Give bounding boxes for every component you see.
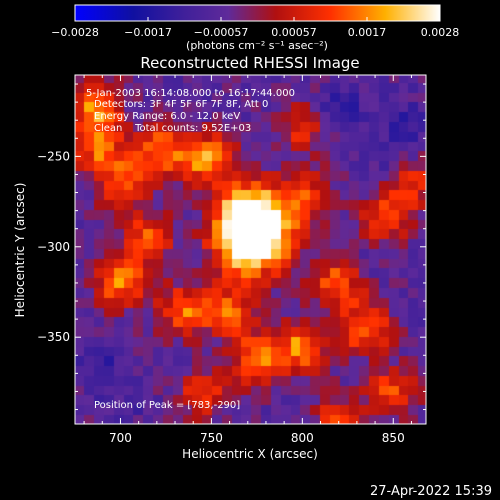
colorbar-tick-label: 0.00057 xyxy=(271,26,317,39)
x-axis-ticks: 700 750 800 850 xyxy=(83,75,412,445)
colorbar-tick-label: 0.0017 xyxy=(348,26,387,39)
x-tick-label: 700 xyxy=(109,431,132,445)
colorbar: −0.0028 −0.0017 −0.00057 0.00057 0.0017 0.002… xyxy=(51,4,459,52)
y-tick-label: −300 xyxy=(37,240,70,254)
colorbar-ticks: −0.0028 −0.0017 −0.00057 0.00057 0.0017 0.002… xyxy=(51,17,459,39)
x-tick-label: 800 xyxy=(291,431,314,445)
x-tick-label: 850 xyxy=(382,431,405,445)
annotation-counts: Clean Total counts: 9.52E+03 xyxy=(94,123,251,134)
y-tick-label: −250 xyxy=(37,149,70,163)
chart-title: Reconstructed RHESSI Image xyxy=(140,54,359,72)
annotation-block: 5-Jan-2003 16:14:08.000 to 16:17:44.000 … xyxy=(86,88,295,411)
colorbar-frame xyxy=(74,4,441,22)
colorbar-tick-label: −0.0028 xyxy=(51,26,99,39)
annotation-energy-range: Energy Range: 6.0 - 12.0 keV xyxy=(94,111,240,122)
x-axis-label: Heliocentric X (arcsec) xyxy=(182,447,318,461)
peak-position-label: Position of Peak = [783,-290] xyxy=(94,400,240,411)
x-tick-label: 750 xyxy=(200,431,223,445)
y-axis-label: Heliocentric Y (arcsec) xyxy=(13,183,27,318)
colorbar-tick-label: 0.0028 xyxy=(421,26,460,39)
colorbar-fill xyxy=(75,5,440,21)
colorbar-tick-label: −0.0017 xyxy=(124,26,172,39)
annotation-detectors: Detectors: 3F 4F 5F 6F 7F 8F, Att 0 xyxy=(94,99,268,110)
colorbar-tick-label: −0.00057 xyxy=(194,26,249,39)
colorbar-units: (photons cm⁻² s⁻¹ asec⁻²) xyxy=(186,39,328,52)
plot-frame xyxy=(74,74,427,425)
y-axis-ticks: −250 −300 −350 xyxy=(37,83,426,411)
footer-date: 27-Apr-2022 15:39 xyxy=(370,484,492,499)
y-tick-label: −350 xyxy=(37,330,70,344)
annotation-time-range: 5-Jan-2003 16:14:08.000 to 16:17:44.000 xyxy=(86,88,295,99)
